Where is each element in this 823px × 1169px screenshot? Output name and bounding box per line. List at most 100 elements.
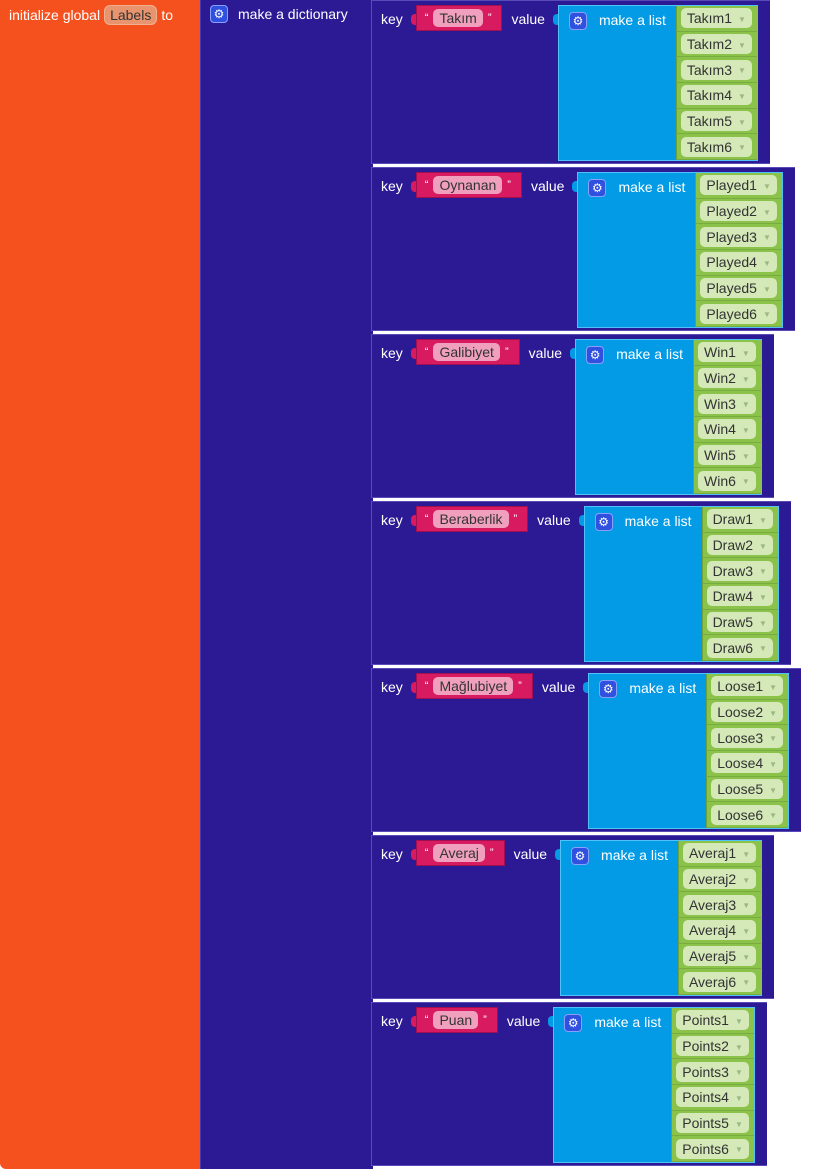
component-dropdown[interactable]: Win1 ▼ (698, 342, 756, 363)
mutator-gear-icon[interactable]: ⚙ (594, 513, 613, 531)
component-dropdown[interactable]: Averaj5 ▼ (682, 946, 757, 967)
component-block[interactable]: Draw4 ▼ (701, 584, 778, 610)
component-block[interactable]: Averaj6 ▼ (677, 969, 762, 996)
pair-block[interactable]: key “Beraberlik” value ⚙ make a list Draw1 ▼ Dr… (371, 501, 791, 665)
component-block[interactable]: Win3 ▼ (693, 391, 761, 418)
component-block[interactable]: Draw2 ▼ (701, 532, 778, 559)
text-block[interactable]: “ Averaj ” (415, 840, 505, 866)
component-block[interactable]: Points5 ▼ (671, 1110, 754, 1137)
component-block[interactable]: Loose5 ▼ (706, 776, 789, 803)
mutator-gear-icon[interactable]: ⚙ (571, 847, 590, 865)
text-block[interactable]: “ Galibiyet ” (415, 339, 520, 365)
component-dropdown[interactable]: Win4 ▼ (698, 419, 756, 440)
component-dropdown[interactable]: Played6 ▼ (700, 303, 777, 324)
component-block[interactable]: Win2 ▼ (693, 365, 761, 392)
component-block[interactable]: Averaj3 ▼ (677, 892, 762, 919)
component-block[interactable]: Averaj1 ▼ (677, 841, 762, 867)
key-text-field[interactable]: Beraberlik (433, 510, 509, 528)
key-text-field[interactable]: Oynanan (433, 176, 503, 194)
component-dropdown[interactable]: Win3 ▼ (698, 393, 756, 414)
component-dropdown[interactable]: Loose4 ▼ (711, 753, 784, 774)
component-block[interactable]: Win4 ▼ (693, 417, 761, 443)
component-block[interactable]: Points2 ▼ (671, 1033, 754, 1060)
component-dropdown[interactable]: Played2 ▼ (700, 201, 777, 221)
component-block[interactable]: Played5 ▼ (695, 275, 782, 302)
component-block[interactable]: Loose3 ▼ (706, 725, 789, 752)
component-dropdown[interactable]: Draw6 ▼ (706, 637, 773, 658)
component-block[interactable]: Takım5 ▼ (675, 108, 757, 135)
text-block[interactable]: “ Takım ” (415, 5, 503, 31)
component-dropdown[interactable]: Averaj6 ▼ (682, 971, 757, 992)
component-dropdown[interactable]: Averaj2 ▼ (682, 869, 757, 889)
component-dropdown[interactable]: Loose2 ▼ (711, 702, 784, 722)
component-block[interactable]: Played4 ▼ (695, 250, 782, 276)
component-dropdown[interactable]: Averaj4 ▼ (682, 920, 757, 941)
key-text-field[interactable]: Mağlubiyet (433, 677, 514, 695)
make-a-list-block[interactable]: ⚙ make a list Points1 ▼ Points2 ▼ Points3 ▼ Poin… (553, 1007, 755, 1163)
component-block[interactable]: Points1 ▼ (671, 1008, 754, 1034)
component-dropdown[interactable]: Points3 ▼ (676, 1061, 749, 1082)
make-dictionary-block[interactable]: ⚙ make a dictionary (200, 0, 373, 1169)
component-dropdown[interactable]: Points1 ▼ (676, 1010, 749, 1031)
component-dropdown[interactable]: Averaj3 ▼ (682, 894, 757, 915)
component-dropdown[interactable]: Played1 ▼ (700, 175, 777, 196)
component-dropdown[interactable]: Points4 ▼ (676, 1087, 749, 1108)
component-block[interactable]: Points3 ▼ (671, 1059, 754, 1086)
component-block[interactable]: Draw3 ▼ (701, 558, 778, 585)
component-block[interactable]: Draw6 ▼ (701, 635, 778, 662)
make-a-list-block[interactable]: ⚙ make a list Win1 ▼ Win2 ▼ Win3 ▼ Win4 ▼ Win5 ▼ Win… (575, 339, 762, 495)
component-block[interactable]: Played3 ▼ (695, 224, 782, 251)
component-block[interactable]: Takım1 ▼ (675, 6, 757, 32)
mutator-gear-icon[interactable]: ⚙ (586, 346, 605, 364)
mutator-gear-icon[interactable]: ⚙ (599, 680, 618, 698)
make-a-list-block[interactable]: ⚙ make a list Loose1 ▼ Loose2 ▼ Loose3 ▼ Loose4 ▼… (588, 673, 790, 829)
mutator-gear-icon[interactable]: ⚙ (564, 1014, 583, 1032)
component-dropdown[interactable]: Win5 ▼ (698, 445, 756, 466)
pair-block[interactable]: key “Galibiyet” value ⚙ make a list Win1 ▼ Win2… (371, 334, 774, 498)
component-dropdown[interactable]: Loose3 ▼ (711, 727, 784, 748)
component-block[interactable]: Loose6 ▼ (706, 802, 789, 829)
component-block[interactable]: Played6 ▼ (695, 301, 782, 328)
component-dropdown[interactable]: Points6 ▼ (676, 1138, 749, 1159)
mutator-gear-icon[interactable]: ⚙ (588, 179, 607, 197)
component-block[interactable]: Win1 ▼ (693, 340, 761, 366)
pair-block[interactable]: key “Mağlubiyet” value ⚙ make a list Loose1 ▼ L… (371, 668, 802, 832)
component-dropdown[interactable]: Points2 ▼ (676, 1036, 749, 1056)
component-dropdown[interactable]: Win2 ▼ (698, 368, 756, 388)
component-dropdown[interactable]: Loose1 ▼ (711, 676, 784, 697)
component-dropdown[interactable]: Takım5 ▼ (680, 111, 752, 132)
component-dropdown[interactable]: Takım6 ▼ (680, 136, 752, 157)
mutator-gear-icon[interactable]: ⚙ (210, 5, 228, 23)
component-dropdown[interactable]: Loose6 ▼ (711, 804, 784, 825)
component-block[interactable]: Loose2 ▼ (706, 699, 789, 726)
text-block[interactable]: “ Mağlubiyet ” (415, 673, 533, 699)
component-dropdown[interactable]: Draw1 ▼ (706, 509, 773, 530)
component-block[interactable]: Draw5 ▼ (701, 609, 778, 636)
component-block[interactable]: Takım3 ▼ (675, 57, 757, 84)
component-block[interactable]: Played1 ▼ (695, 173, 782, 199)
make-a-list-block[interactable]: ⚙ make a list Averaj1 ▼ Averaj2 ▼ Averaj3 ▼ Aver… (560, 840, 763, 996)
component-dropdown[interactable]: Takım1 ▼ (680, 8, 752, 29)
component-block[interactable]: Loose1 ▼ (706, 674, 789, 700)
component-dropdown[interactable]: Takım2 ▼ (680, 34, 752, 54)
component-dropdown[interactable]: Played3 ▼ (700, 226, 777, 247)
component-block[interactable]: Takım6 ▼ (675, 134, 757, 161)
component-block[interactable]: Loose4 ▼ (706, 751, 789, 777)
component-dropdown[interactable]: Loose5 ▼ (711, 779, 784, 800)
variable-name-field[interactable]: Labels (104, 5, 158, 25)
component-dropdown[interactable]: Averaj1 ▼ (682, 843, 757, 864)
make-a-list-block[interactable]: ⚙ make a list Takım1 ▼ Takım2 ▼ Takım3 ▼ Takım4 ▼… (557, 5, 758, 161)
text-block[interactable]: “ Beraberlik ” (415, 506, 529, 532)
component-block[interactable]: Points4 ▼ (671, 1085, 754, 1111)
component-dropdown[interactable]: Played5 ▼ (700, 278, 777, 299)
component-block[interactable]: Played2 ▼ (695, 198, 782, 225)
component-block[interactable]: Takım2 ▼ (675, 31, 757, 58)
pair-block[interactable]: key “Oynanan” value ⚙ make a list Played1 ▼ Pla… (371, 167, 795, 331)
pair-block[interactable]: key “Puan” value ⚙ make a list Points1 ▼ Points… (371, 1002, 767, 1166)
key-text-field[interactable]: Takım (433, 9, 483, 27)
pair-block[interactable]: key “Takım” value ⚙ make a list Takım1 ▼ Takım2… (371, 0, 770, 164)
component-dropdown[interactable]: Takım3 ▼ (680, 59, 752, 80)
component-block[interactable]: Win6 ▼ (693, 468, 761, 495)
component-block[interactable]: Averaj5 ▼ (677, 943, 762, 970)
key-text-field[interactable]: Puan (433, 1011, 479, 1029)
